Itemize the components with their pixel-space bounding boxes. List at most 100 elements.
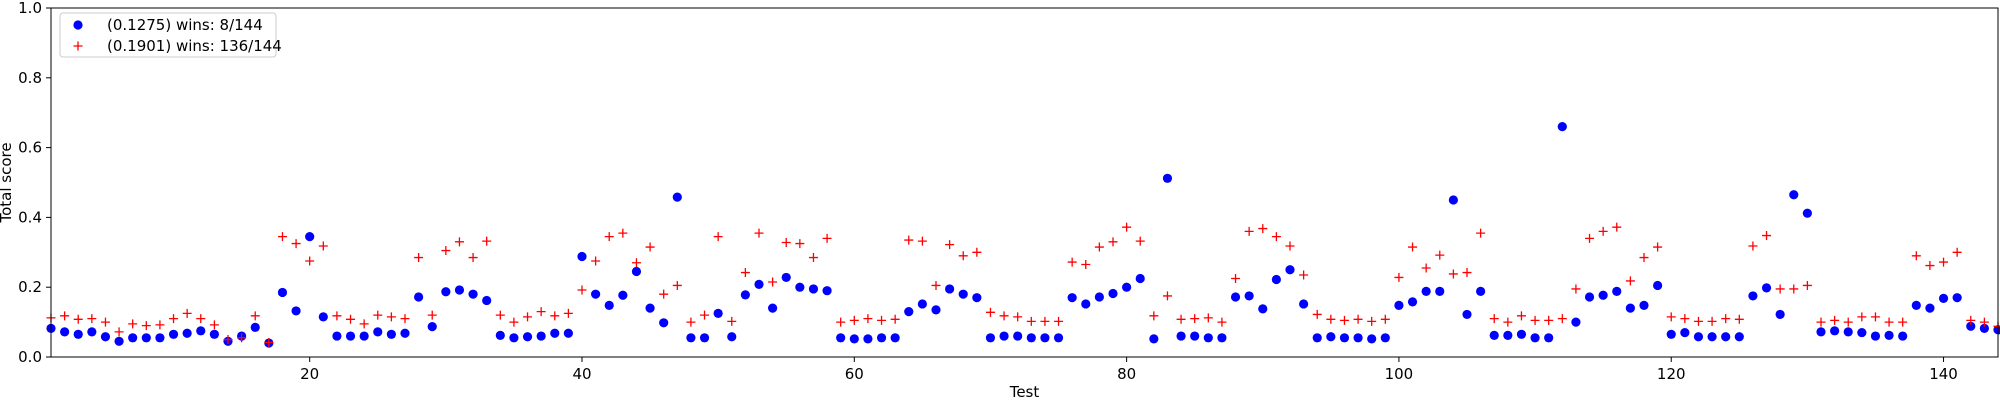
data-point: [1762, 231, 1772, 241]
data-point: [768, 277, 778, 287]
data-point: [1448, 195, 1458, 205]
data-point: [808, 253, 818, 263]
plot-area: [46, 8, 2000, 357]
data-point: [1312, 333, 1322, 343]
data-point: [250, 322, 260, 332]
data-point: [972, 293, 982, 303]
data-point: [1653, 280, 1663, 291]
data-point: [1516, 311, 1526, 321]
data-point: [1489, 330, 1499, 340]
data-point: [1612, 222, 1622, 232]
data-point: [114, 327, 124, 337]
data-point: [291, 239, 301, 249]
data-point: [1271, 232, 1281, 242]
data-point: [182, 308, 192, 318]
data-point: [441, 246, 451, 256]
data-point: [209, 329, 219, 339]
data-point: [754, 228, 764, 238]
data-point: [1639, 253, 1649, 263]
data-point: [427, 310, 437, 320]
data-point: [1966, 315, 1976, 325]
data-point: [454, 285, 465, 295]
data-point: [373, 327, 383, 337]
data-point: [917, 299, 927, 309]
data-point: [1870, 312, 1880, 322]
data-point: [1135, 273, 1145, 284]
data-point: [1476, 286, 1486, 296]
data-point: [277, 232, 287, 242]
data-point: [495, 310, 505, 320]
data-point: [672, 192, 682, 202]
data-point: [427, 322, 437, 332]
data-point: [604, 300, 614, 310]
data-point: [1353, 314, 1363, 324]
data-point: [1966, 321, 1976, 331]
data-point: [509, 317, 519, 327]
data-point: [563, 308, 573, 318]
data-point: [1830, 326, 1840, 336]
data-point: [114, 336, 124, 346]
data-point: [591, 289, 601, 299]
data-point: [1802, 208, 1812, 218]
data-point: [332, 311, 342, 321]
data-point: [1094, 292, 1104, 302]
data-point: [795, 282, 805, 292]
data-point: [1625, 276, 1635, 286]
data-point: [1081, 260, 1091, 270]
data-point: [1258, 304, 1268, 314]
data-point: [999, 311, 1009, 321]
data-point: [1748, 241, 1758, 251]
data-point: [1503, 317, 1513, 327]
data-point: [577, 251, 587, 262]
data-point: [1952, 293, 1962, 303]
data-point: [836, 317, 846, 327]
data-point: [822, 286, 832, 296]
data-point: [1639, 300, 1649, 310]
data-point: [1761, 283, 1772, 293]
data-point: [1299, 299, 1309, 309]
data-point: [1938, 293, 1949, 303]
data-point: [373, 310, 383, 320]
data-point: [645, 303, 655, 313]
data-point: [876, 333, 887, 343]
legend-marker-plus: [73, 41, 83, 51]
data-point: [972, 247, 982, 257]
x-tick-label: 40: [572, 365, 591, 383]
data-point: [1407, 297, 1418, 307]
data-point: [318, 241, 328, 251]
data-point: [1557, 122, 1567, 132]
data-point: [264, 337, 274, 347]
data-point: [1190, 331, 1200, 341]
data-point: [386, 312, 396, 322]
data-point: [1040, 316, 1050, 326]
data-point: [1489, 314, 1499, 324]
data-point: [1584, 292, 1595, 302]
data-point: [740, 268, 750, 278]
data-point: [1162, 173, 1173, 183]
data-point: [291, 306, 301, 316]
data-point: [1666, 329, 1676, 339]
data-point: [414, 292, 424, 302]
data-point: [727, 316, 737, 326]
data-point: [577, 285, 587, 295]
data-point: [1149, 334, 1159, 344]
data-point: [1557, 314, 1567, 324]
data-point: [686, 317, 696, 327]
data-point: [618, 228, 628, 238]
data-point: [1421, 263, 1431, 273]
data-point: [1693, 316, 1703, 326]
data-point: [536, 331, 546, 341]
data-point: [1530, 333, 1540, 343]
data-point: [1462, 309, 1472, 320]
data-point: [958, 289, 968, 299]
x-tick-label: 60: [845, 365, 864, 383]
data-point: [1108, 237, 1118, 247]
data-point: [536, 307, 546, 317]
data-point: [808, 284, 819, 294]
data-point: [781, 272, 791, 283]
data-point: [1680, 314, 1690, 324]
series-2: [46, 222, 2000, 347]
data-point: [999, 331, 1009, 341]
data-point: [155, 320, 165, 330]
data-point: [1394, 300, 1404, 310]
